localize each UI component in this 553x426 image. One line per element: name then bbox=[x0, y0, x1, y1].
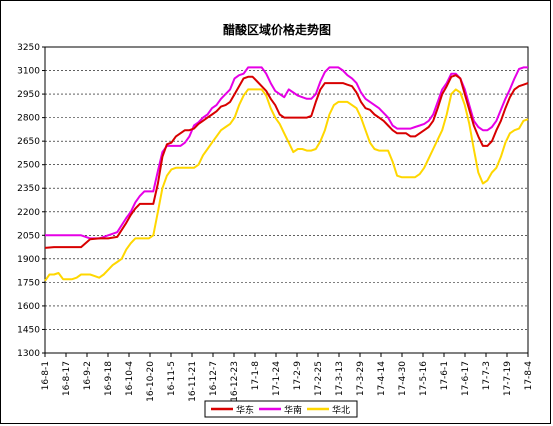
y-tick-label: 1300 bbox=[17, 349, 40, 359]
x-tick-label: 17-1-24 bbox=[272, 361, 282, 396]
y-tick-label: 2500 bbox=[17, 161, 40, 171]
legend: 华东 华南 华北 bbox=[204, 400, 358, 418]
x-tick-label: 17-3-29 bbox=[356, 361, 366, 396]
y-tick-label: 2050 bbox=[17, 231, 40, 241]
x-tick-label: 16-10-20 bbox=[146, 361, 156, 402]
x-tick-label: 17-8-4 bbox=[524, 361, 534, 391]
x-tick-label: 16-9-2 bbox=[83, 361, 93, 390]
x-tick-label: 16-8-17 bbox=[62, 361, 72, 396]
y-tick-label: 1900 bbox=[17, 255, 40, 265]
x-tick-label: 17-7-3 bbox=[482, 361, 492, 390]
series-line-华北 bbox=[44, 88, 529, 282]
x-tick-label: 16-10-4 bbox=[125, 361, 135, 396]
x-tick-label: 16-12-23 bbox=[230, 361, 240, 402]
x-tick-label: 16-8-1 bbox=[41, 361, 51, 390]
series-line-华东 bbox=[44, 74, 529, 249]
x-tick-label: 17-6-17 bbox=[461, 361, 471, 396]
x-tick-label: 16-11-21 bbox=[188, 361, 198, 402]
y-tick-label: 2950 bbox=[17, 90, 40, 100]
chart-title: 醋酸区域价格走势图 bbox=[223, 22, 331, 37]
y-tick-label: 2650 bbox=[17, 137, 40, 147]
x-tick-label: 17-7-19 bbox=[503, 361, 513, 396]
x-axis: 16-8-1 16-8-17 16-9-2 16-9-18 16-10-4 16-10-2… bbox=[41, 353, 534, 402]
y-tick-label: 1450 bbox=[17, 325, 40, 335]
y-tick-label: 1600 bbox=[17, 302, 40, 312]
x-tick-label: 17-4-30 bbox=[398, 361, 408, 396]
y-tick-label: 3100 bbox=[17, 67, 40, 77]
legend-label: 华北 bbox=[332, 404, 350, 416]
x-tick-label: 17-4-14 bbox=[377, 361, 387, 396]
x-tick-label: 17-2-25 bbox=[314, 361, 324, 396]
legend-label: 华东 bbox=[236, 404, 254, 416]
x-tick-label: 17-3-13 bbox=[335, 361, 345, 396]
x-tick-label: 16-11-5 bbox=[167, 361, 177, 396]
x-tick-label: 17-1-8 bbox=[251, 361, 261, 391]
legend-label: 华南 bbox=[284, 404, 302, 416]
plot-area-border bbox=[44, 46, 529, 354]
y-tick-label: 3250 bbox=[17, 43, 40, 53]
x-tick-label: 16-12-7 bbox=[209, 361, 219, 396]
x-tick-label: 17-2-9 bbox=[293, 361, 303, 391]
x-tick-label: 16-9-18 bbox=[104, 361, 114, 396]
x-tick-label: 17-5-16 bbox=[419, 361, 429, 396]
x-tick-label: 17-6-1 bbox=[440, 361, 450, 390]
y-tick-label: 2350 bbox=[17, 184, 40, 194]
y-axis: 1300 1450 1600 1750 1900 2050 2200 2350 2500 2650… bbox=[17, 43, 45, 359]
y-tick-label: 2800 bbox=[17, 114, 40, 124]
series-line-华南 bbox=[45, 66, 528, 240]
series-layer bbox=[44, 66, 529, 282]
y-tick-label: 2200 bbox=[17, 208, 40, 218]
y-tick-label: 1750 bbox=[17, 278, 40, 288]
